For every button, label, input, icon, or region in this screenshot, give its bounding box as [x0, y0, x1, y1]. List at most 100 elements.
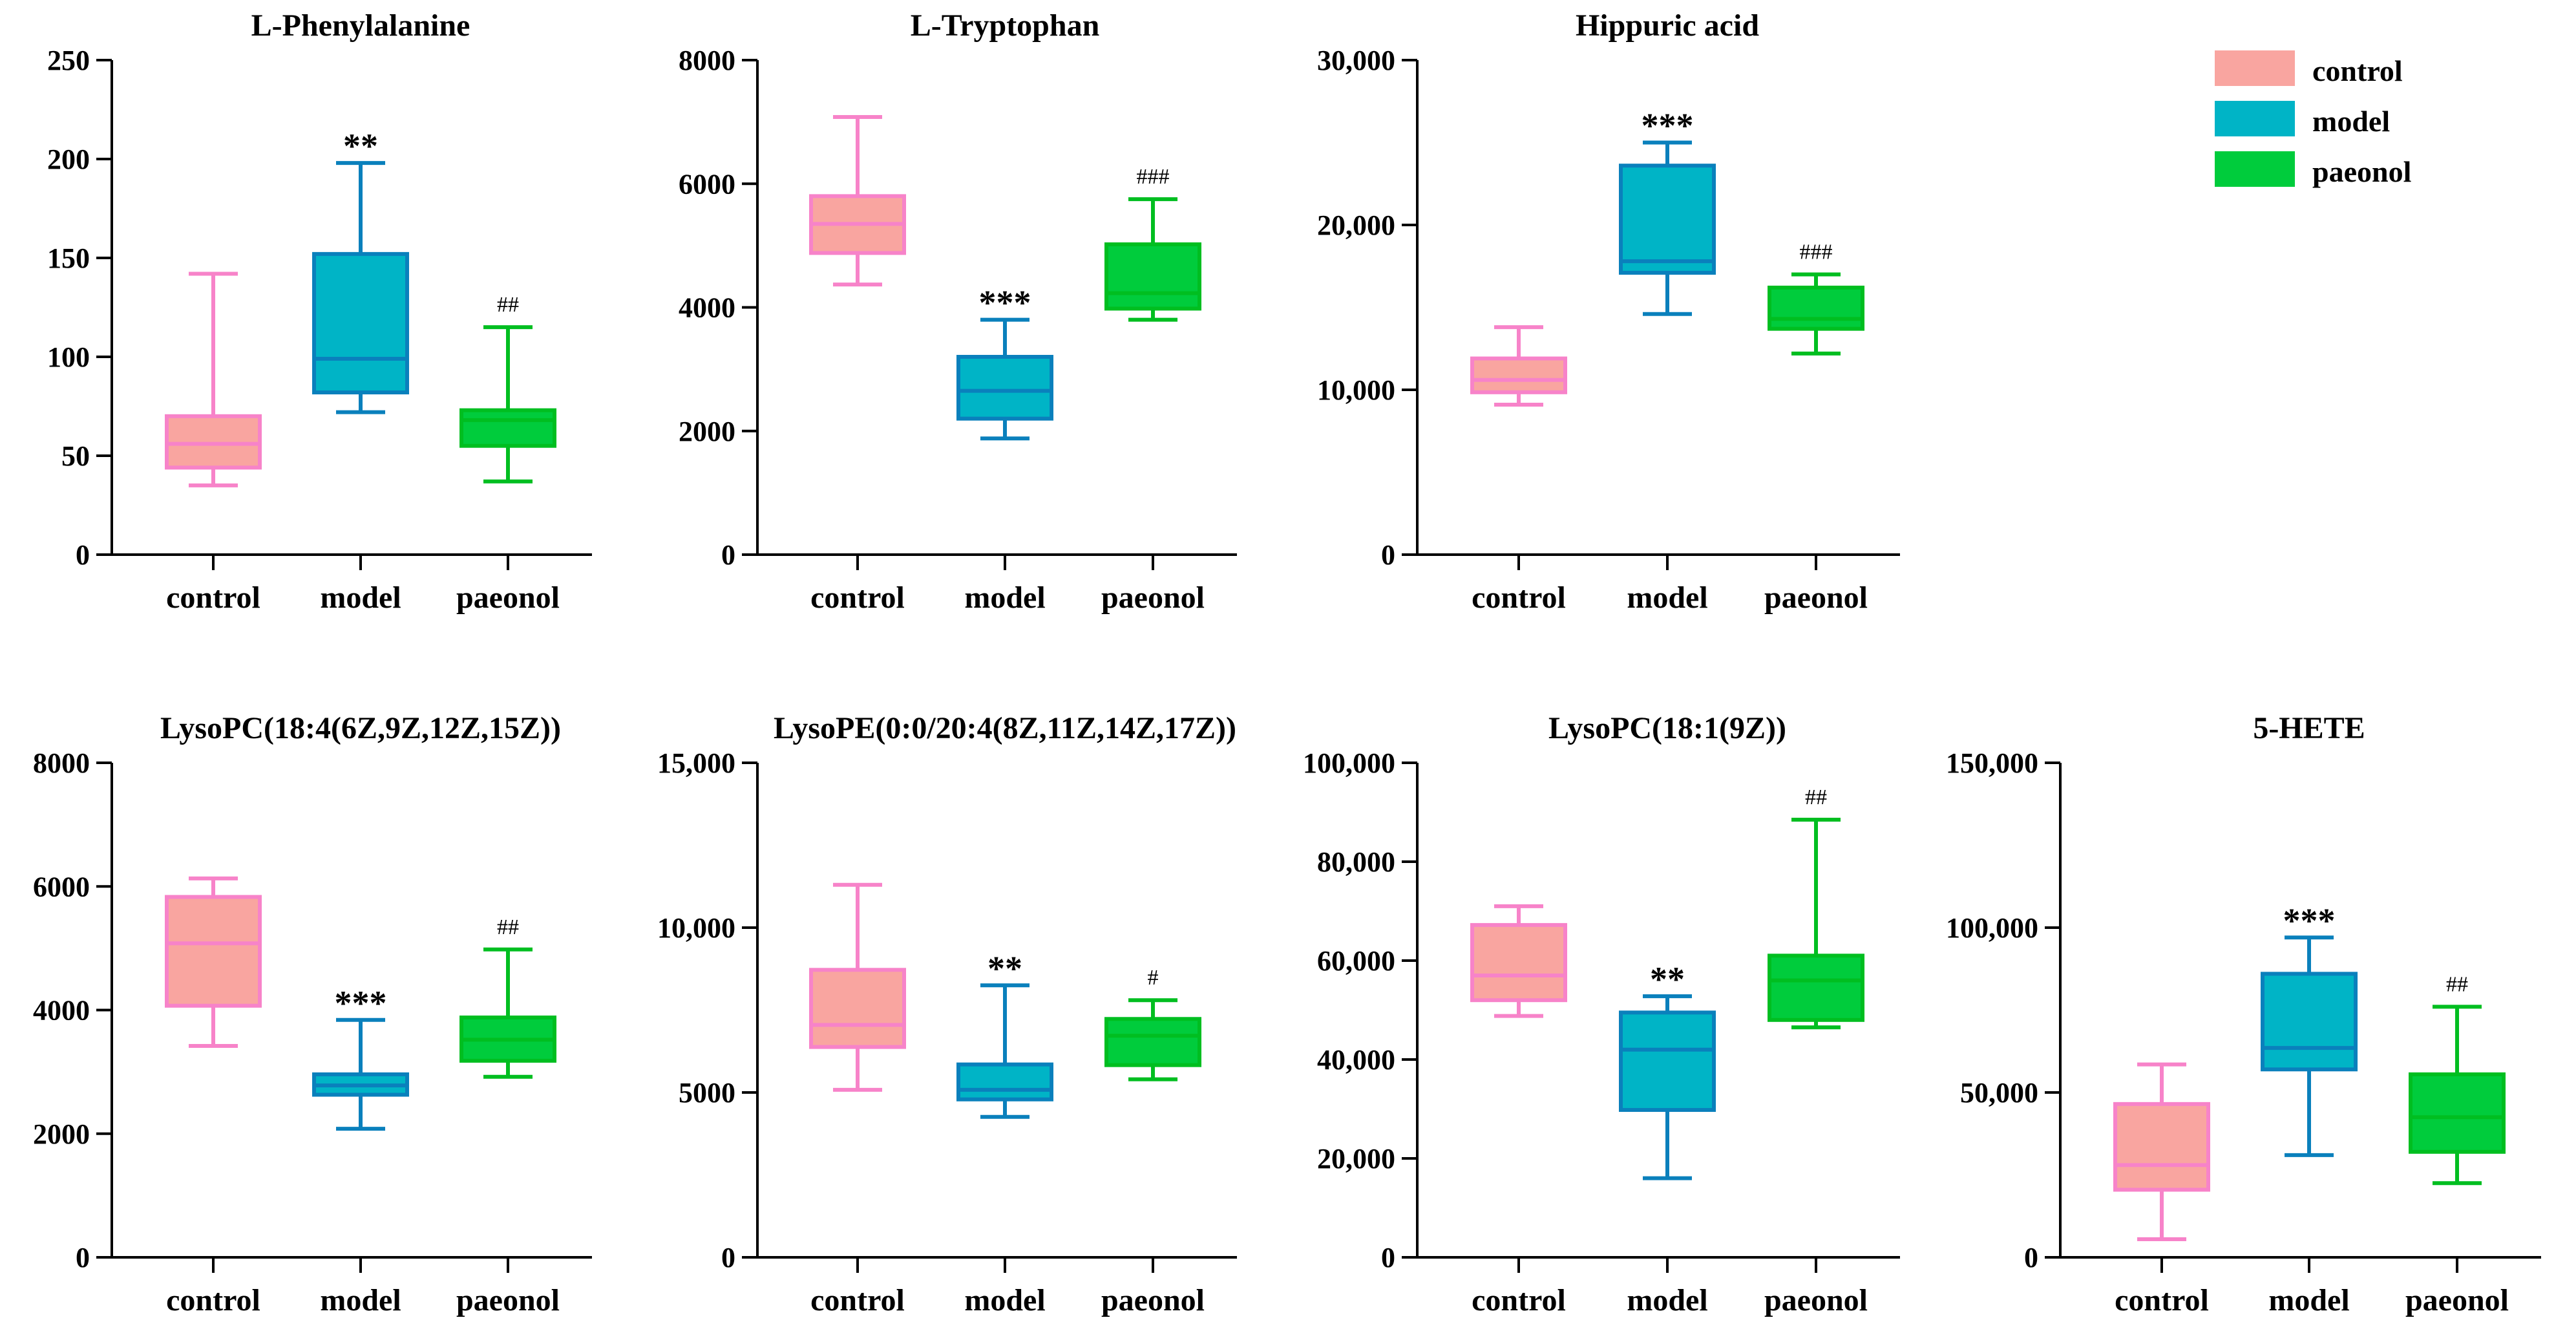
box-model: ***: [2261, 901, 2358, 1157]
legend-swatch-paeonol: [2215, 151, 2295, 187]
x-tick-label: control: [810, 580, 905, 615]
x-tick-label: paeonol: [456, 1283, 560, 1317]
y-tick-label: 100,000: [1946, 912, 2038, 944]
y-tick-label: 100,000: [1303, 747, 1395, 779]
significance-label: ***: [979, 284, 1031, 323]
y-tick-label: 50: [61, 440, 90, 472]
box-iqr: [1619, 1010, 1716, 1113]
x-tick-label: model: [2268, 1283, 2349, 1317]
significance-label: #: [1148, 966, 1159, 990]
y-tick-label: 4000: [679, 292, 735, 324]
box-model: **: [956, 949, 1053, 1119]
box-iqr: [2261, 972, 2358, 1072]
box-control: [809, 114, 906, 287]
box-paeonol: ##: [1768, 785, 1864, 1030]
box-model: **: [312, 127, 409, 414]
box-iqr: [956, 1062, 1053, 1102]
box-control: [1470, 325, 1567, 407]
y-tick-label: 0: [721, 539, 735, 571]
box-paeonol: ##: [459, 293, 556, 484]
y-tick-label: 8000: [33, 747, 90, 779]
y-tick-label: 250: [47, 45, 90, 76]
legend-label-control: control: [2312, 54, 2403, 87]
x-tick-label: control: [1472, 580, 1566, 615]
significance-label: ###: [1800, 240, 1833, 264]
box-model: ***: [312, 984, 409, 1131]
chart-title: 5-HETE: [2253, 711, 2365, 745]
y-tick-label: 50,000: [1960, 1077, 2038, 1109]
y-tick-label: 2000: [33, 1118, 90, 1150]
chart-title: Hippuric acid: [1576, 8, 1759, 43]
box-iqr: [1470, 922, 1567, 1003]
significance-label: ***: [1642, 107, 1694, 145]
y-tick-label: 10,000: [1317, 374, 1395, 406]
box-model: **: [1619, 960, 1716, 1180]
legend-label-model: model: [2312, 105, 2390, 138]
x-tick-label: model: [964, 1283, 1045, 1317]
y-tick-label: 5000: [679, 1077, 735, 1109]
x-tick-label: model: [320, 580, 401, 615]
significance-label: **: [343, 127, 378, 165]
box-paeonol: #: [1104, 966, 1201, 1081]
box-iqr: [1619, 164, 1716, 275]
box-control: [1470, 904, 1567, 1018]
x-tick-label: model: [1627, 580, 1707, 615]
box-paeonol: ##: [2409, 972, 2506, 1186]
panel-6: LysoPC(18:1(9Z)) 0 20,000 40,000 60,000 80,00…: [1303, 711, 1900, 1317]
legend-swatch-control: [2215, 50, 2295, 86]
x-tick-label: paeonol: [1101, 1283, 1205, 1317]
y-tick-label: 60,000: [1317, 945, 1395, 977]
box-control: [2113, 1062, 2210, 1241]
y-tick-label: 6000: [679, 168, 735, 200]
y-tick-label: 100: [47, 341, 90, 373]
y-tick-label: 30,000: [1317, 45, 1395, 76]
y-tick-label: 0: [721, 1242, 735, 1273]
y-tick-label: 0: [1381, 1242, 1395, 1273]
y-tick-label: 0: [76, 1242, 90, 1273]
box-iqr: [459, 408, 556, 448]
y-tick-label: 20,000: [1317, 209, 1395, 241]
significance-label: ###: [1137, 165, 1170, 189]
x-tick-label: paeonol: [1101, 580, 1205, 615]
y-tick-label: 10,000: [657, 912, 735, 944]
x-tick-label: control: [2115, 1283, 2209, 1317]
x-tick-label: control: [166, 1283, 260, 1317]
box-iqr: [312, 251, 409, 395]
box-iqr: [1768, 285, 1864, 331]
chart-title: L-Tryptophan: [911, 8, 1100, 43]
y-tick-label: 80,000: [1317, 846, 1395, 878]
y-tick-label: 40,000: [1317, 1044, 1395, 1076]
significance-label: ##: [1805, 785, 1827, 809]
box-paeonol: ###: [1768, 240, 1864, 356]
y-tick-label: 15,000: [657, 747, 735, 779]
y-tick-label: 20,000: [1317, 1143, 1395, 1175]
y-tick-label: 2000: [679, 416, 735, 447]
box-control: [165, 272, 262, 487]
y-tick-label: 0: [76, 539, 90, 571]
box-iqr: [165, 414, 262, 470]
x-tick-label: model: [1627, 1283, 1707, 1317]
significance-label: ##: [497, 915, 519, 939]
panel-7: 5-HETE 0 50,000 100,000 150,000 control model p…: [1946, 711, 2541, 1317]
x-tick-label: control: [1472, 1283, 1566, 1317]
y-tick-label: 200: [47, 144, 90, 175]
chart-panels: L-Phenylalanine 0 50 100 150 200 250 control mod…: [33, 8, 2541, 1317]
panel-2: L-Tryptophan 0 2000 4000 6000 8000 control mode…: [679, 8, 1237, 615]
box-iqr: [2409, 1072, 2506, 1154]
y-tick-label: 150: [47, 242, 90, 274]
x-tick-label: model: [964, 580, 1045, 615]
box-iqr: [809, 968, 906, 1049]
significance-label: ***: [335, 984, 387, 1023]
x-tick-label: control: [810, 1283, 905, 1317]
box-iqr: [165, 895, 262, 1008]
y-tick-label: 8000: [679, 45, 735, 76]
box-iqr: [1768, 953, 1864, 1022]
chart-title: LysoPE(0:0/20:4(8Z,11Z,14Z,17Z)): [774, 711, 1236, 745]
x-tick-label: paeonol: [1764, 1283, 1868, 1317]
panel-4: LysoPC(18:4(6Z,9Z,12Z,15Z)) 0 2000 4000 6000…: [33, 711, 592, 1317]
chart-title: LysoPC(18:1(9Z)): [1548, 711, 1786, 745]
significance-label: **: [987, 949, 1022, 988]
box-control: [809, 882, 906, 1092]
significance-label: **: [1650, 960, 1685, 999]
